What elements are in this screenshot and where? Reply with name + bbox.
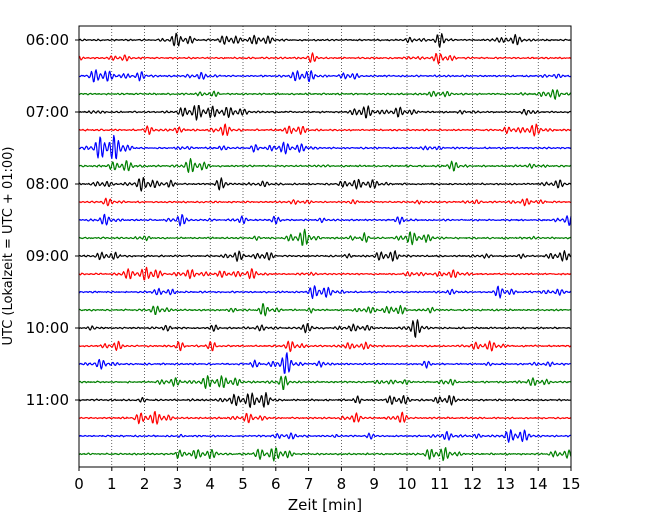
plot-frame	[78, 25, 572, 468]
trace-line	[78, 303, 572, 317]
trace-line	[78, 319, 572, 338]
trace-line	[78, 89, 572, 100]
x-tick-label: 3	[173, 475, 183, 493]
trace-line	[78, 250, 572, 262]
x-tick-label: 2	[140, 475, 150, 493]
y-tick-label: 09:00	[26, 247, 69, 265]
x-tick-label: 14	[529, 475, 548, 493]
trace-line	[78, 266, 572, 281]
trace-line	[78, 197, 572, 207]
x-tick-label: 9	[369, 475, 379, 493]
trace-line	[78, 429, 572, 443]
trace-line	[78, 228, 572, 246]
x-tick-label: 12	[463, 475, 482, 493]
x-axis: 0 1 2 3 4 5 6 7 8 9 10 11 12 13 14 15	[74, 467, 581, 493]
x-tick-label: 4	[205, 475, 215, 493]
trace-line	[78, 392, 572, 408]
y-tick-label: 10:00	[26, 319, 69, 337]
trace-line	[78, 134, 572, 160]
x-tick-label: 5	[238, 475, 248, 493]
trace-line	[78, 352, 572, 374]
trace-line	[78, 340, 572, 353]
y-tick-label: 11:00	[26, 391, 69, 409]
trace-line	[78, 213, 572, 227]
trace-line	[78, 123, 572, 137]
x-tick-label: 1	[107, 475, 117, 493]
trace-line	[78, 158, 572, 173]
x-tick-label: 0	[74, 475, 84, 493]
x-tick-label: 11	[430, 475, 449, 493]
x-tick-label: 13	[496, 475, 515, 493]
y-axis: 06:00 07:00 08:00 09:00 10:00 11:00	[26, 31, 79, 409]
trace-line	[78, 69, 572, 83]
y-tick-label: 08:00	[26, 175, 69, 193]
x-tick-label: 10	[397, 475, 416, 493]
trace-line	[78, 447, 572, 462]
y-tick-label: 06:00	[26, 31, 69, 49]
y-axis-label: UTC (Lokalzeit = UTC + 01:00)	[1, 147, 16, 346]
trace-line	[78, 375, 572, 390]
y-tick-label: 07:00	[26, 103, 69, 121]
trace-line	[78, 52, 572, 65]
trace-group	[78, 32, 572, 462]
trace-line	[78, 285, 572, 300]
trace-line	[78, 104, 572, 121]
trace-line	[78, 410, 572, 425]
x-tick-label: 6	[271, 475, 281, 493]
x-tick-label: 8	[337, 475, 347, 493]
x-tick-label: 15	[561, 475, 580, 493]
x-axis-label: Zeit [min]	[288, 496, 362, 514]
trace-line	[78, 32, 572, 48]
trace-line	[78, 176, 572, 192]
x-tick-label: 7	[304, 475, 314, 493]
